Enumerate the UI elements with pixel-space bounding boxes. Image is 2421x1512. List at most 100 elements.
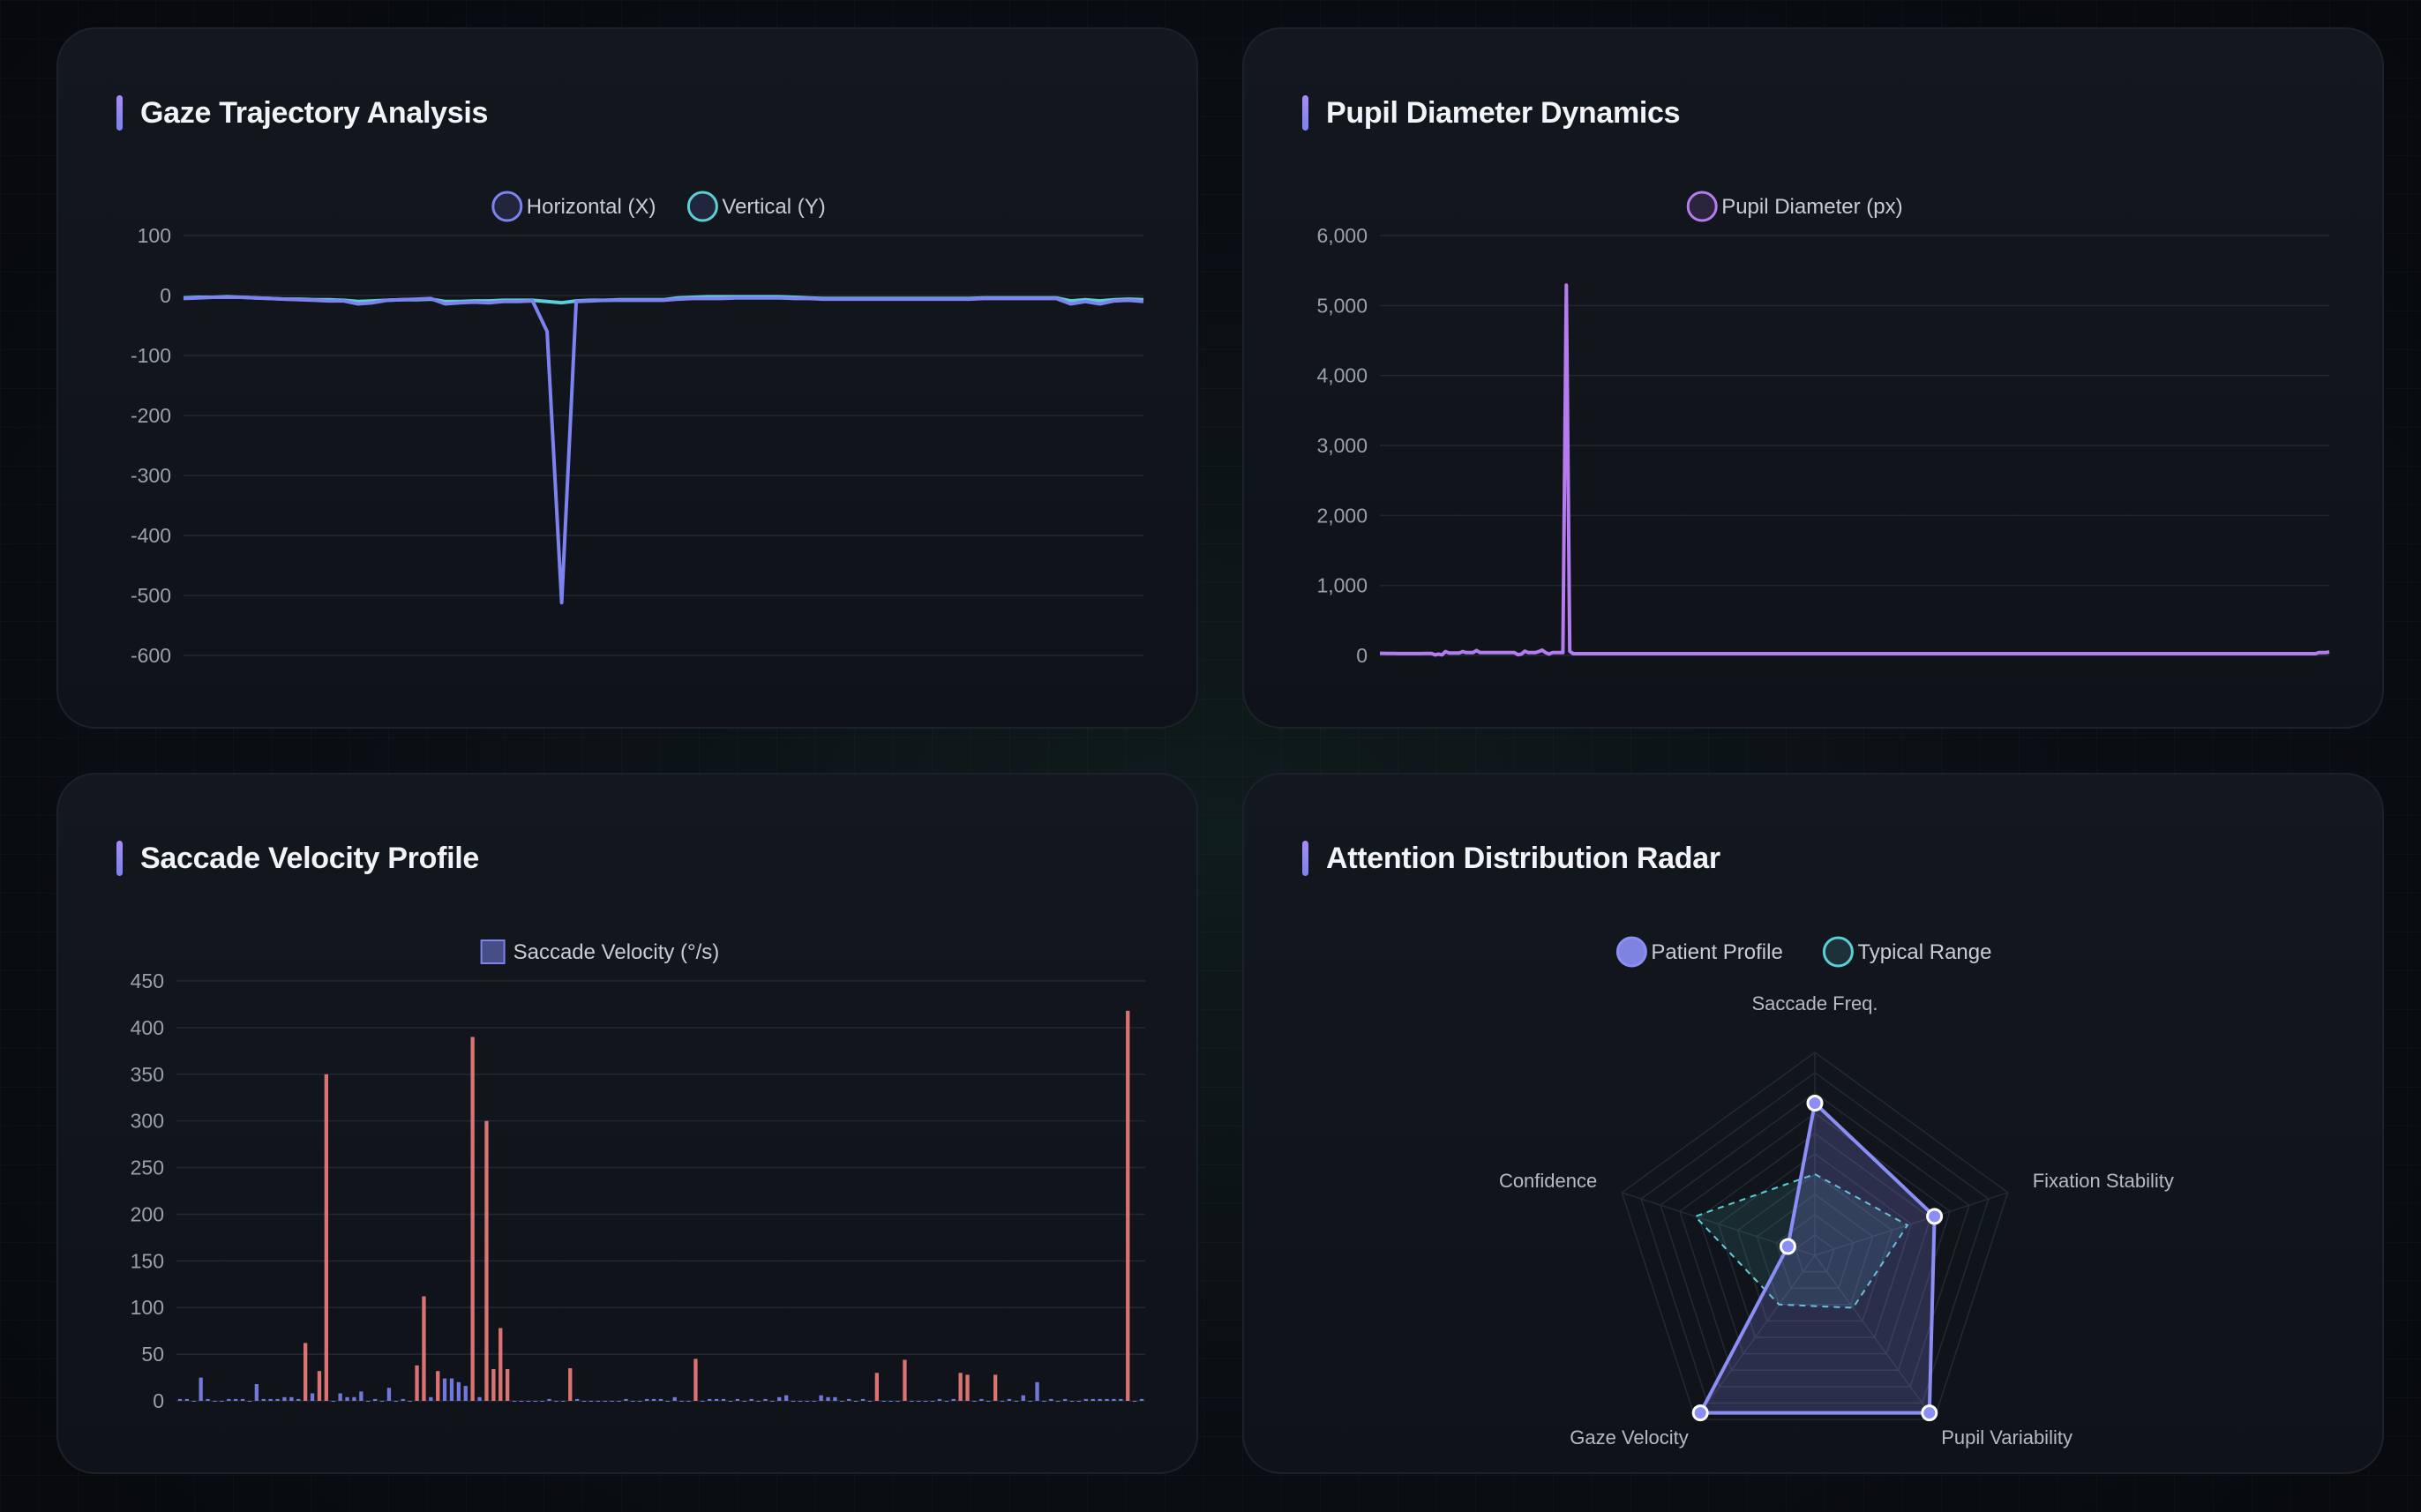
velocity-bar [937,1398,942,1401]
velocity-bar [603,1401,607,1402]
legend-swatch [1686,191,1718,222]
velocity-bar [533,1401,537,1402]
velocity-bar [874,1373,879,1401]
legend-label: Typical Range [1857,940,1991,964]
radar-axis-label: Fixation Stability [2033,1170,2174,1192]
velocity-bar [986,1401,991,1402]
velocity-bar [345,1396,349,1401]
y-tick-label: 2,000 [1316,504,1368,527]
velocity-bar [840,1401,844,1402]
series-line [1380,283,2330,657]
panel-title: Pupil Diameter Dynamics [1302,93,1681,133]
legend-swatch [1615,936,1647,968]
velocity-bar [296,1398,301,1401]
velocity-bar [422,1296,426,1401]
legend-swatch [1822,936,1854,968]
velocity-bar [408,1401,412,1402]
patient-profile-point [1926,1208,1944,1225]
radar-spoke [1814,1192,2008,1256]
velocity-bar [910,1401,914,1402]
gaze-trajectory-chart: 100 0 -100 -200 -300 -400 -500 -600 Horizontal (… [131,191,1144,667]
saccade-velocity-title: Saccade Velocity Profile [140,841,479,875]
velocity-bar [645,1398,649,1401]
velocity-bar [359,1391,364,1401]
radar-grid-ring [1795,1234,1835,1273]
velocity-bar [240,1398,245,1401]
velocity-bar [1000,1401,1005,1402]
y-tick-label: 1,000 [1316,574,1368,597]
velocity-bar [903,1359,907,1401]
velocity-bar [784,1395,789,1401]
pupil-diameter-title: Pupil Diameter Dynamics [1326,95,1681,130]
velocity-bar [993,1374,998,1401]
velocity-bar [561,1401,566,1402]
velocity-bar [456,1381,461,1401]
velocity-bar [617,1401,621,1402]
y-tick-label: 150 [131,1249,164,1272]
legend-swatch [480,939,506,964]
velocity-bar [596,1401,600,1402]
velocity-bar [470,1037,475,1401]
velocity-bar [394,1401,398,1402]
velocity-bar [888,1401,893,1402]
patient-profile-point [1806,1095,1824,1112]
velocity-bar [756,1401,761,1402]
velocity-bar [651,1398,656,1401]
y-tick-label: 0 [1356,644,1368,667]
velocity-bar [386,1388,392,1401]
velocity-bar [1098,1398,1102,1401]
y-tick-label: -400 [131,524,171,547]
velocity-bar [526,1401,530,1402]
radar-axis-label: Confidence [1499,1170,1597,1192]
radar-axis-label: Pupil Variability [1941,1426,2072,1448]
velocity-bar [568,1368,573,1401]
velocity-bar [770,1401,775,1402]
velocity-bar [624,1398,628,1401]
title-accent-bar [116,841,123,876]
velocity-bar [268,1398,273,1401]
radar-grid-ring [1775,1214,1855,1289]
y-tick-label: -100 [131,344,171,367]
radar-spoke [1814,1254,1935,1420]
velocity-bar [1063,1398,1068,1401]
velocity-bar [847,1398,851,1401]
velocity-bar [735,1398,739,1401]
y-tick-label: -600 [131,644,171,667]
velocity-bar [1042,1401,1046,1402]
velocity-bar [317,1371,322,1401]
velocity-bar [1049,1398,1053,1401]
legend-label: Pupil Diameter (px) [1721,195,1902,219]
velocity-bar [826,1396,830,1401]
velocity-bar [965,1374,970,1401]
patient-profile-point [1921,1404,1938,1422]
radar-grid-ring [1640,1072,1990,1404]
y-tick-label: 450 [131,969,164,992]
saccade-velocity-chart: 450 400 350 300 250 200 150 100 50 0 Saccade Veloc… [131,939,1145,1412]
radar-grid-ring [1679,1112,1951,1372]
velocity-bar [1083,1398,1088,1401]
velocity-bar [506,1369,510,1401]
series-line [183,296,1144,605]
velocity-bar [1091,1398,1095,1401]
velocity-bar [638,1401,642,1402]
velocity-bar [1069,1401,1075,1402]
title-accent-bar [1302,95,1308,131]
velocity-bar [429,1396,433,1401]
panel-title: Saccade Velocity Profile [116,838,479,879]
velocity-bar [191,1401,196,1402]
radar-grid-ring [1621,1052,2009,1420]
radar-grid-ring [1717,1153,1913,1338]
velocity-bar [338,1393,342,1401]
velocity-bar [498,1328,503,1401]
velocity-bar [227,1398,231,1401]
y-tick-label: 300 [131,1110,164,1133]
velocity-bar [693,1359,698,1401]
velocity-bar [1133,1401,1137,1402]
velocity-bar [477,1396,482,1401]
legend-label: Vertical (Y) [722,195,825,219]
velocity-bar [672,1396,677,1401]
y-tick-label: -300 [131,464,171,487]
attention-radar-chart: Patient Profile Typical Range Saccade Freq… [1499,936,2174,1448]
velocity-bar [979,1398,984,1401]
attention-radar-title: Attention Distribution Radar [1326,841,1720,875]
